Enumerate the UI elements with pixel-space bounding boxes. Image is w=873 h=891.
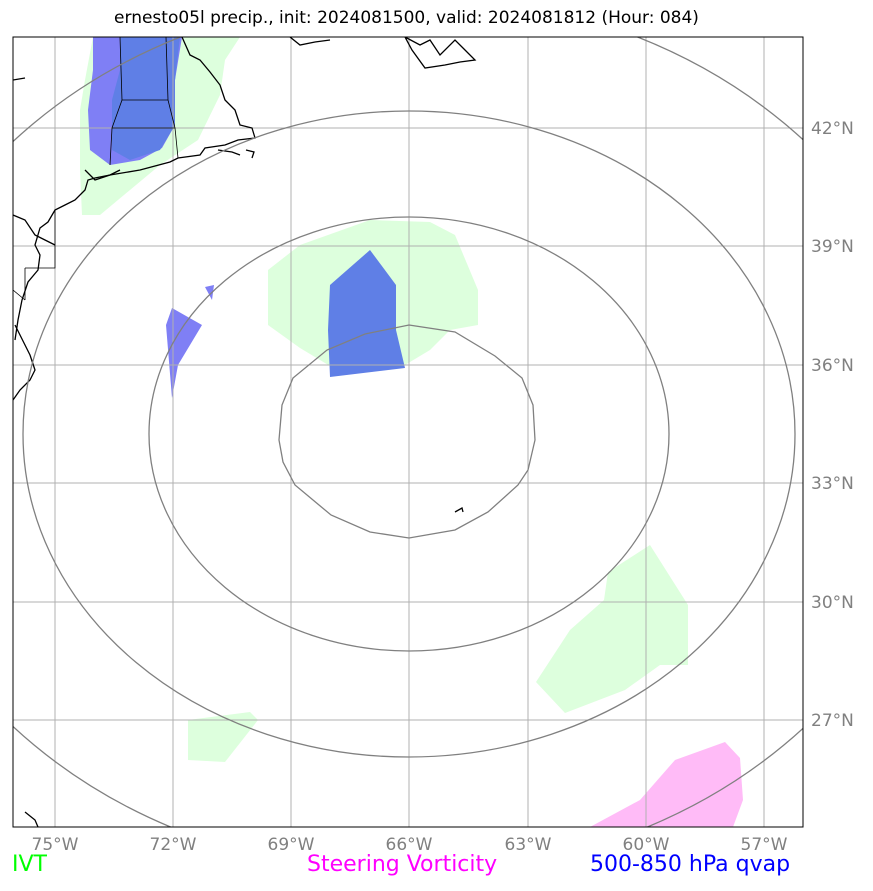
coastlines [13, 37, 477, 827]
latitude-tick-labels: 42°N 39°N 36°N 33°N 30°N 27°N [811, 119, 854, 731]
lon-tick-label: 60°W [623, 835, 670, 855]
plot-frame [12, 36, 804, 828]
longitude-tick-labels: 75°W 72°W 69°W 66°W 63°W 60°W 57°W [32, 835, 788, 855]
ivt-shading [80, 37, 688, 762]
map-title: ernesto05l precip., init: 2024081500, va… [114, 8, 699, 28]
lon-tick-label: 72°W [150, 835, 197, 855]
lon-tick-label: 69°W [268, 835, 315, 855]
legend-qvap: 500-850 hPa qvap [590, 852, 791, 877]
state-borders [13, 37, 179, 301]
lon-tick-label: 63°W [505, 835, 552, 855]
qvap-shading [88, 37, 405, 398]
lat-tick-label: 30°N [811, 593, 854, 613]
legend-steering-vorticity: Steering Vorticity [307, 852, 498, 877]
vorticity-shading [590, 742, 743, 827]
lon-tick-label: 66°W [386, 835, 433, 855]
lon-tick-label: 75°W [32, 835, 79, 855]
lat-tick-label: 33°N [811, 474, 854, 494]
graticule [13, 37, 803, 827]
lat-tick-label: 27°N [811, 711, 854, 731]
lat-tick-label: 39°N [811, 237, 854, 257]
legend-ivt: IVT [12, 852, 47, 877]
lat-tick-label: 36°N [811, 356, 854, 376]
lon-tick-label: 57°W [741, 835, 788, 855]
lat-tick-label: 42°N [811, 119, 854, 139]
